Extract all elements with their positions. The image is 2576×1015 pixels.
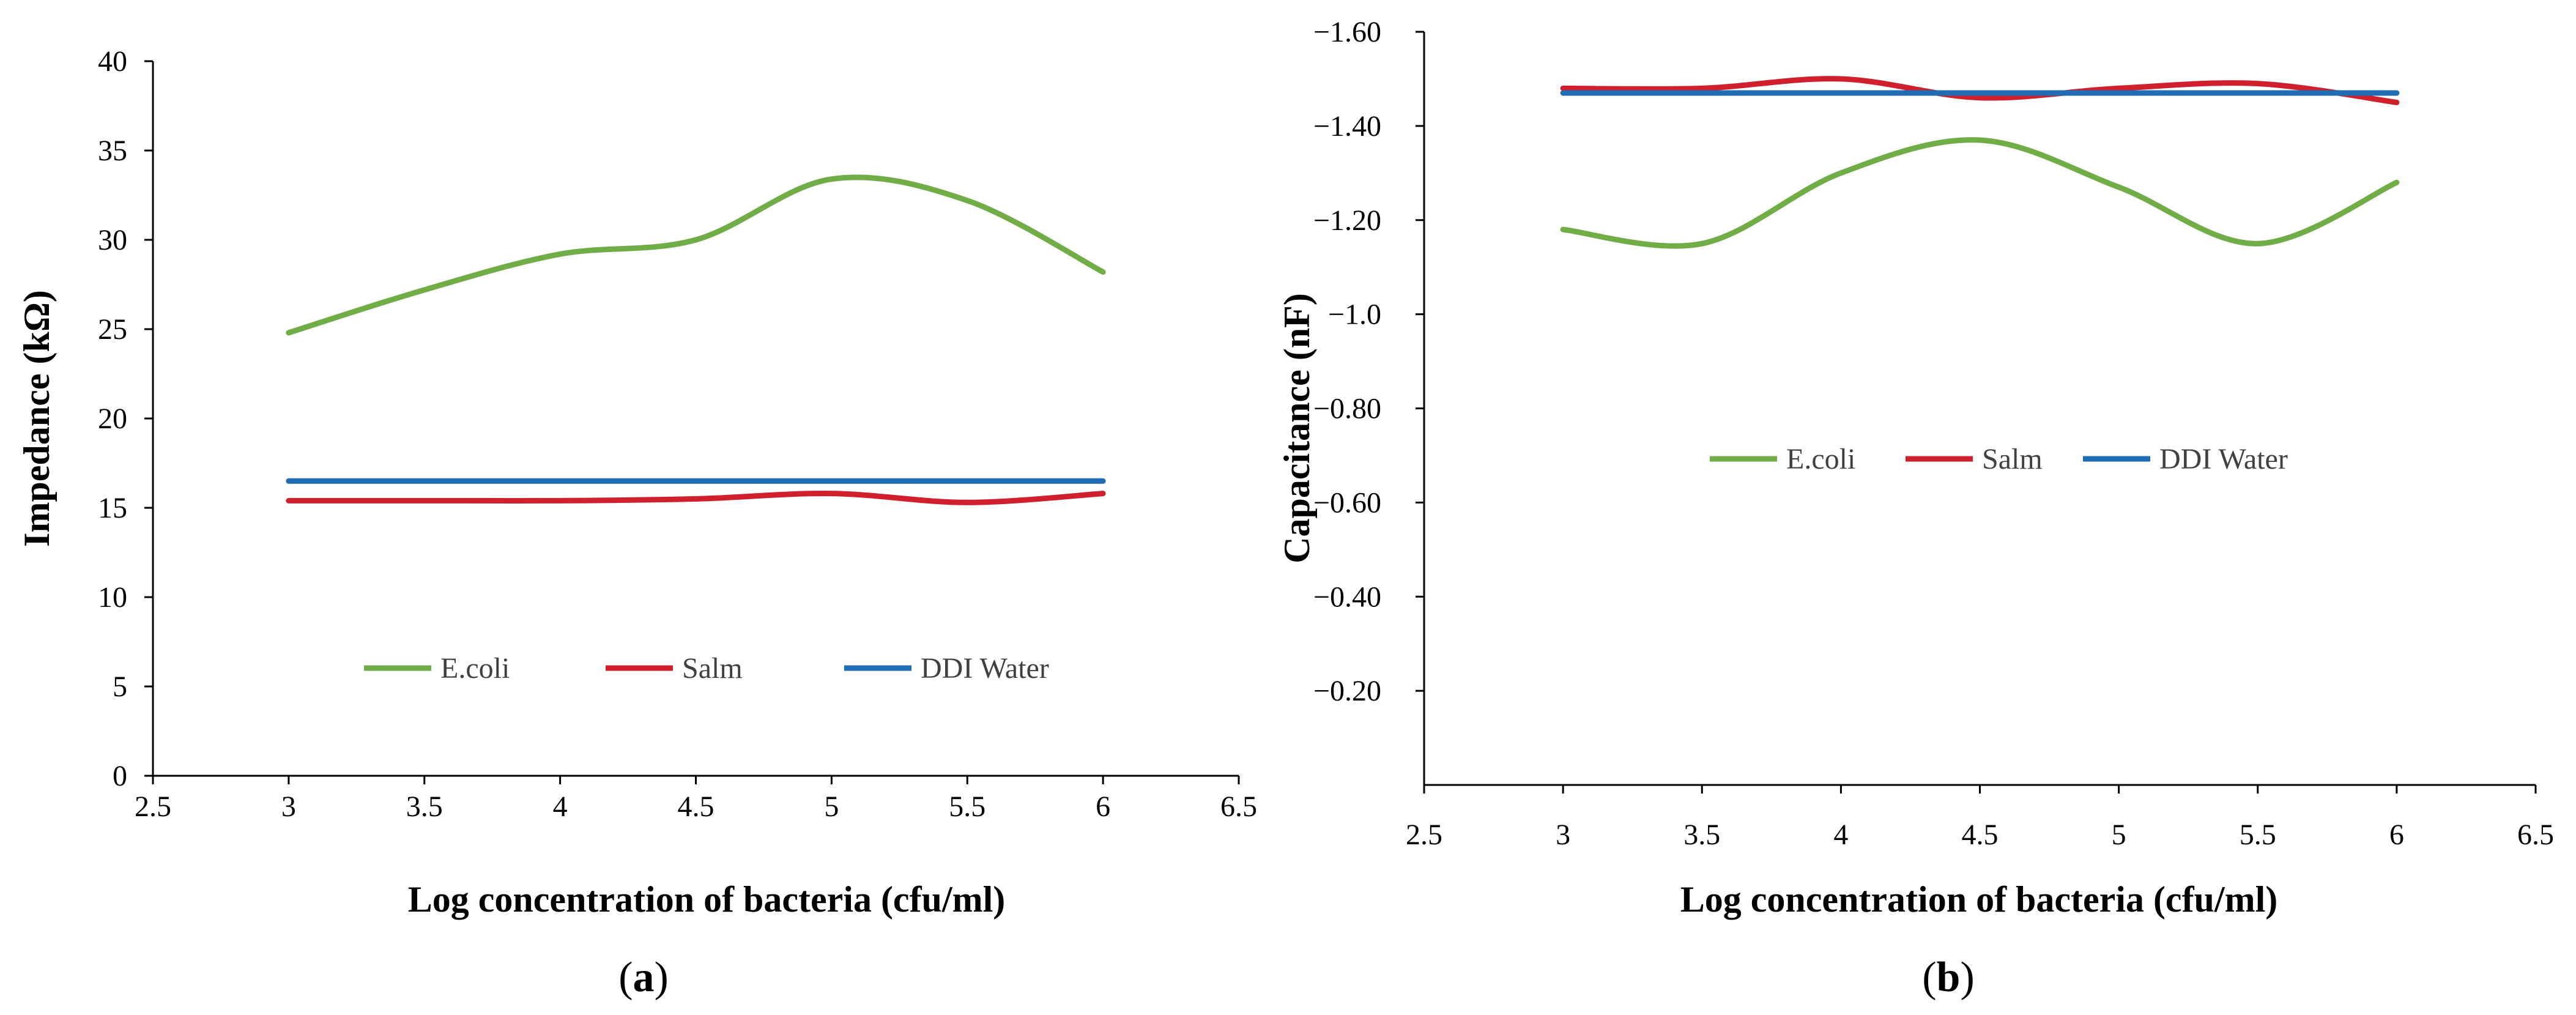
x-tick-label: 5 bbox=[824, 790, 839, 823]
panel-a-legend: E.coli Salm DDI Water bbox=[364, 652, 1049, 685]
y-tick-label: 25 bbox=[98, 313, 127, 346]
x-tick-label: 2.5 bbox=[135, 790, 171, 823]
y-tick-label: −0.80 bbox=[1313, 393, 1381, 425]
x-tick-label: 4 bbox=[1833, 819, 1848, 851]
x-tick-label: 6.5 bbox=[1220, 790, 1257, 823]
panel-b-legend: E.coli Salm DDI Water bbox=[1710, 443, 2288, 475]
panel-a-x-ticks: 2.5 3 3.5 4 4.5 5 5.5 6 6.5 bbox=[135, 776, 1257, 823]
panel-a-chart: 0 5 10 15 20 25 30 35 40 2.5 3 3.5 4 4.5 5 5.5 6 6.5 E.c… bbox=[17, 45, 1257, 1001]
panel-b-x-ticks: 2.5 3 3.5 4 4.5 5 5.5 6 6.5 bbox=[1406, 785, 2554, 851]
y-tick-label: −0.20 bbox=[1313, 675, 1381, 707]
y-tick-label: 35 bbox=[98, 135, 127, 167]
x-tick-label: 3.5 bbox=[406, 790, 443, 823]
panel-b-caption: (b) bbox=[1922, 954, 1975, 1001]
y-tick-label: 20 bbox=[98, 403, 127, 435]
x-tick-label: 5.5 bbox=[949, 790, 985, 823]
panel-b-series bbox=[1563, 79, 2397, 246]
y-tick-label: −1.60 bbox=[1313, 16, 1381, 48]
panel-a-x-axis-label: Log concentration of bacteria (cfu/ml) bbox=[408, 879, 1005, 920]
y-tick-label: 0 bbox=[113, 760, 127, 792]
x-tick-label: 6.5 bbox=[2517, 819, 2554, 851]
legend-label: DDI Water bbox=[921, 652, 1049, 685]
series-line-e-coli bbox=[1563, 140, 2397, 247]
panel-b-caption-letter: b bbox=[1937, 954, 1961, 1001]
x-tick-label: 6 bbox=[1096, 790, 1110, 823]
x-tick-label: 4.5 bbox=[678, 790, 715, 823]
y-tick-label: 30 bbox=[98, 224, 127, 256]
panel-a-y-ticks: 0 5 10 15 20 25 30 35 40 bbox=[98, 45, 153, 792]
legend-label: Salm bbox=[1982, 443, 2043, 475]
panel-b-chart: −0.20−0.40−0.60−0.80−1.0−1.20−1.40−1.60 … bbox=[1277, 16, 2554, 1001]
legend-label: E.coli bbox=[1786, 443, 1855, 475]
x-tick-label: 3 bbox=[281, 790, 296, 823]
legend-label: DDI Water bbox=[2159, 443, 2288, 475]
y-tick-label: −1.20 bbox=[1313, 204, 1381, 237]
panel-b-y-axis-label: Capacitance (nF) bbox=[1277, 293, 1317, 563]
panel-b-x-axis-label: Log concentration of bacteria (cfu/ml) bbox=[1680, 879, 2277, 920]
series-line-salm bbox=[289, 494, 1103, 503]
legend-label: E.coli bbox=[440, 652, 510, 685]
y-tick-label: 40 bbox=[98, 45, 127, 78]
legend-label: Salm bbox=[682, 652, 743, 685]
x-tick-label: 4 bbox=[553, 790, 568, 823]
panel-a-y-axis-label: Impedance (kΩ) bbox=[17, 290, 57, 547]
x-tick-label: 3 bbox=[1556, 819, 1570, 851]
y-tick-label: 10 bbox=[98, 581, 127, 614]
y-tick-label: −1.0 bbox=[1328, 299, 1381, 331]
x-tick-label: 3.5 bbox=[1683, 819, 1720, 851]
panel-a-caption-letter: a bbox=[633, 954, 655, 1001]
panel-a-series bbox=[289, 177, 1103, 502]
figure: 0510152025303540 2.5 3 3.5 4 4.5 5 5.5 6 6.5 E.c… bbox=[0, 0, 2576, 1015]
x-tick-label: 5.5 bbox=[2240, 819, 2276, 851]
y-tick-label: 5 bbox=[113, 671, 127, 703]
panel-b-axes bbox=[1424, 32, 2536, 785]
y-tick-label: −0.40 bbox=[1313, 581, 1381, 613]
x-tick-label: 2.5 bbox=[1406, 819, 1442, 851]
y-tick-label: −1.40 bbox=[1313, 110, 1381, 143]
x-tick-label: 4.5 bbox=[1962, 819, 1999, 851]
y-tick-label: 15 bbox=[98, 492, 127, 524]
series-line-e-coli bbox=[289, 177, 1103, 333]
x-tick-label: 6 bbox=[2389, 819, 2404, 851]
y-tick-label: −0.60 bbox=[1313, 486, 1381, 519]
x-tick-label: 5 bbox=[2112, 819, 2126, 851]
panel-b-y-ticks: −0.20 −0.40 −0.60 −0.80 −1.0 −1.20 −1.40 −1.60 bbox=[1313, 16, 1424, 707]
panel-a-caption: (a) bbox=[618, 954, 669, 1001]
